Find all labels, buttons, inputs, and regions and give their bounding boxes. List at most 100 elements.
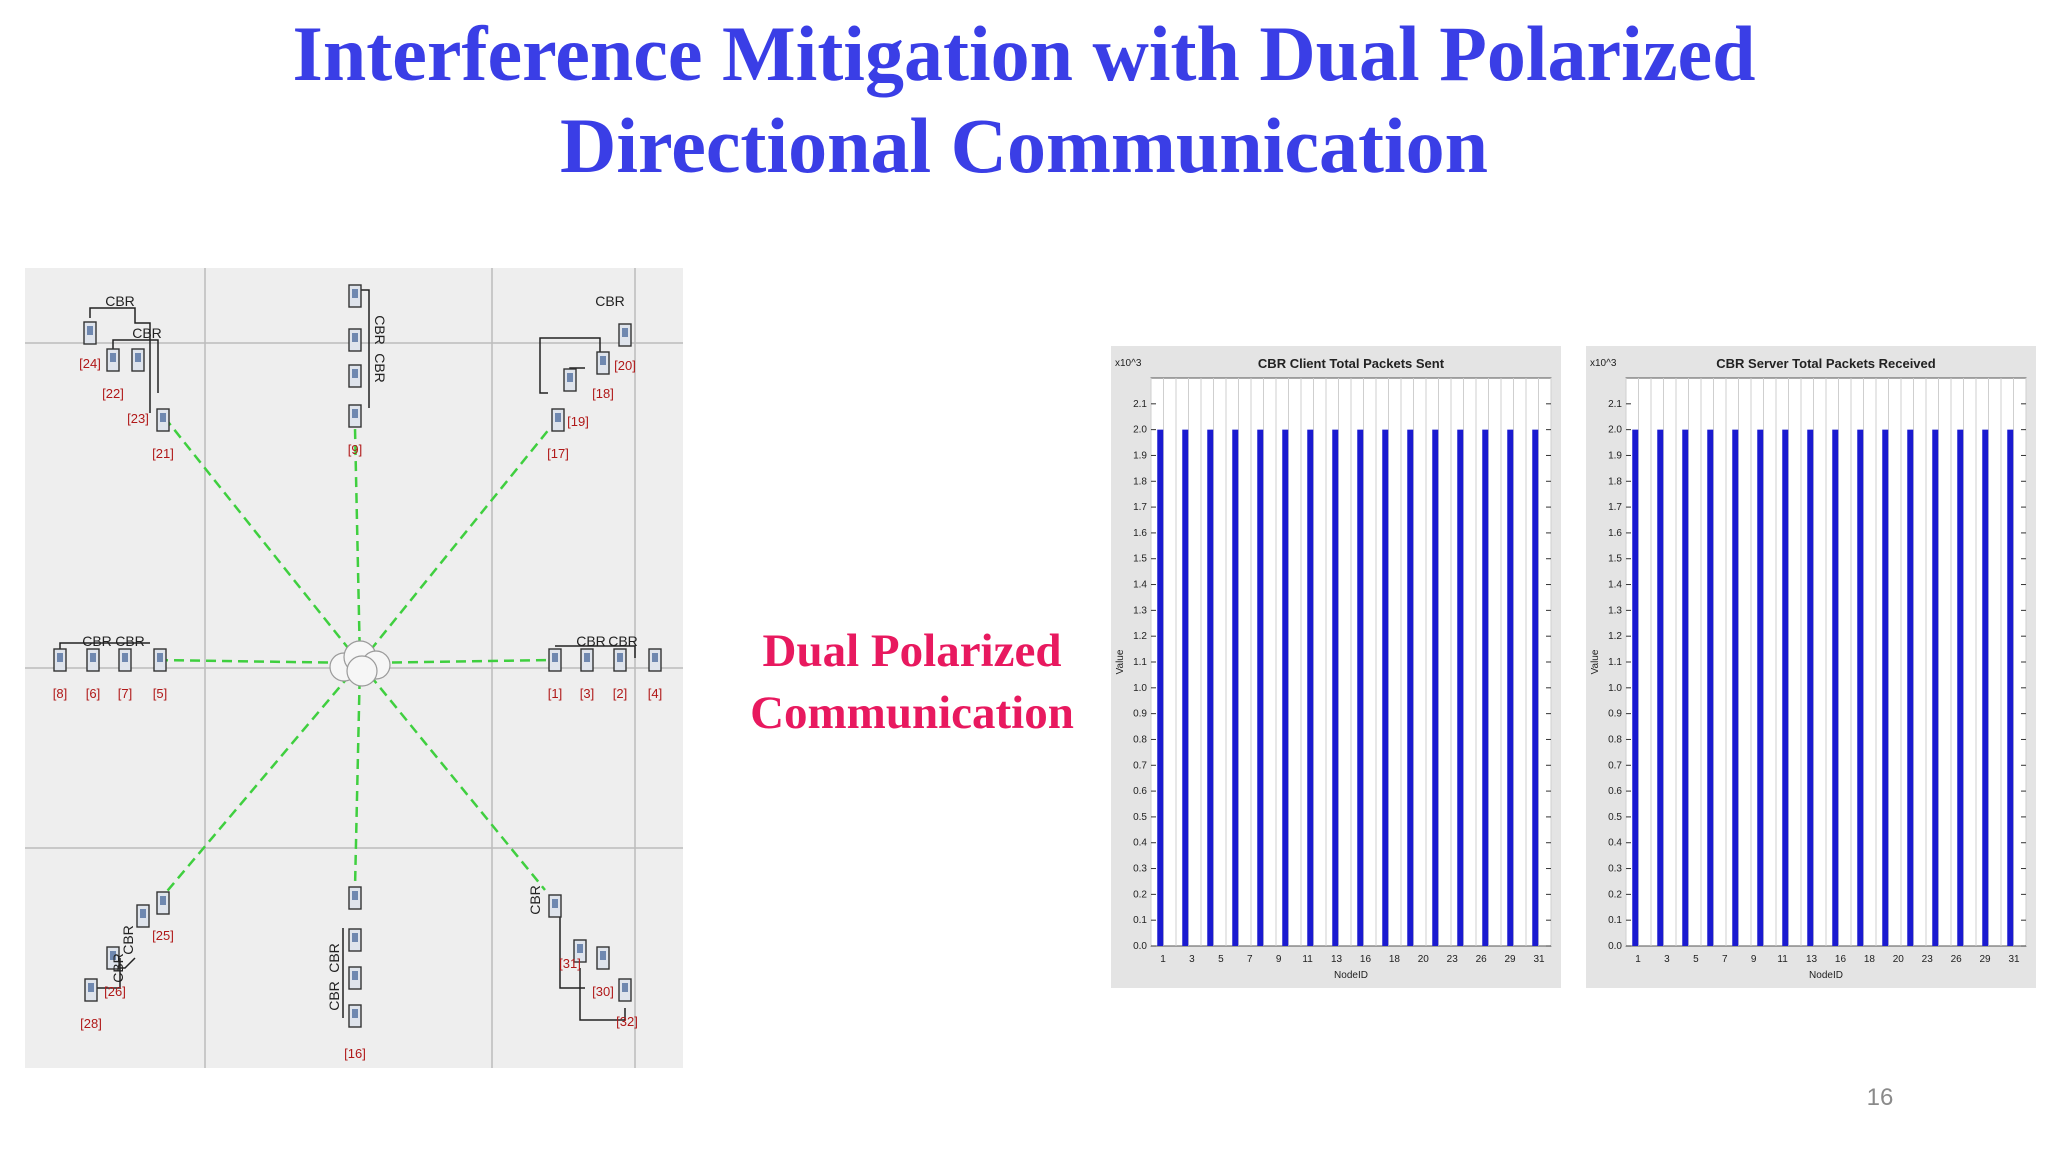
server-bar xyxy=(1807,429,1814,946)
node-label: [25] xyxy=(152,928,174,943)
cbr-connector xyxy=(559,908,585,989)
server-icon xyxy=(596,351,610,375)
server-icon xyxy=(106,348,120,372)
server-bar xyxy=(1757,429,1764,946)
server-icon xyxy=(131,348,145,372)
client-y-tick-label: 0.4 xyxy=(1133,838,1147,849)
node-label: [18] xyxy=(592,386,614,401)
cbr-label: CBR xyxy=(527,885,543,915)
client-x-tick-label: 3 xyxy=(1189,954,1195,965)
title-line-1: Interference Mitigation with Dual Polari… xyxy=(292,10,1756,97)
server-bar xyxy=(1707,429,1714,946)
server-bar xyxy=(1882,429,1889,946)
client-bar xyxy=(1232,429,1239,946)
cbr-label: CBR xyxy=(326,981,342,1011)
server-y-tick-label: 1.2 xyxy=(1608,631,1622,642)
server-icon xyxy=(573,939,587,963)
client-x-tick-label: 1 xyxy=(1160,954,1166,965)
server-icon xyxy=(580,648,594,672)
server-icon xyxy=(83,321,97,345)
server-y-tick-label: 1.8 xyxy=(1608,476,1622,487)
client-y-tick-label: 0.9 xyxy=(1133,709,1147,720)
client-x-tick-label: 23 xyxy=(1447,954,1459,965)
cbr-server-chart: 0.0 0.1 0.2 0.3 0.4 0.5 0.6 0.7 0.8 0.9 1.0 1.1 1.2 1… xyxy=(1586,346,2036,988)
server-icon xyxy=(348,928,362,952)
cloud-icon xyxy=(329,640,391,687)
server-icon xyxy=(548,894,562,918)
server-y-tick-label: 1.6 xyxy=(1608,528,1622,539)
client-y-tick-label: 1.6 xyxy=(1133,528,1147,539)
server-title: CBR Server Total Packets Received xyxy=(1716,356,1935,371)
server-x-tick-label: 9 xyxy=(1751,954,1757,965)
client-bar xyxy=(1257,429,1264,946)
cbr-connector xyxy=(89,307,151,413)
server-icon xyxy=(613,648,627,672)
client-bar xyxy=(1207,429,1214,946)
server-icon xyxy=(596,946,610,970)
title-line-2: Directional Communication xyxy=(559,102,1488,189)
client-y-tick-label: 2.0 xyxy=(1133,425,1147,436)
node-label: [9] xyxy=(348,442,362,457)
server-y-tick-label: 1.0 xyxy=(1608,683,1622,694)
link-line xyxy=(359,662,546,891)
client-y-tick-label: 1.8 xyxy=(1133,476,1147,487)
client-x-tick-label: 31 xyxy=(1533,954,1545,965)
node-label: [23] xyxy=(127,411,149,426)
node-label: [28] xyxy=(80,1016,102,1031)
link-line xyxy=(353,427,362,664)
link-line xyxy=(162,662,361,897)
server-bar xyxy=(1682,429,1689,946)
server-bar xyxy=(1657,429,1664,946)
server-icon xyxy=(563,368,577,392)
cbr-label: CBR xyxy=(82,633,112,649)
cbr-label: CBR xyxy=(326,943,342,973)
node-label: [17] xyxy=(547,446,569,461)
client-y-tick-label: 1.5 xyxy=(1133,554,1147,565)
server-y-tick-label: 2.1 xyxy=(1608,399,1622,410)
server-y-tick-label: 0.3 xyxy=(1608,864,1622,875)
server-icon xyxy=(156,891,170,915)
link-line xyxy=(359,658,556,665)
node-label: [5] xyxy=(153,686,167,701)
server-x-tick-label: 5 xyxy=(1693,954,1699,965)
client-bar xyxy=(1432,429,1439,946)
cbr-label: CBR xyxy=(372,315,388,345)
server-x-tick-label: 3 xyxy=(1664,954,1670,965)
client-x-tick-label: 5 xyxy=(1218,954,1224,965)
client-x-tick-label: 20 xyxy=(1418,954,1430,965)
client-y-tick-label: 1.3 xyxy=(1133,605,1147,616)
server-icon xyxy=(84,978,98,1002)
server-icon xyxy=(86,648,100,672)
server-x-tick-label: 7 xyxy=(1722,954,1728,965)
client-bar xyxy=(1182,429,1189,946)
server-y-tick-label: 0.1 xyxy=(1608,915,1622,926)
server-y-tick-label: 0.4 xyxy=(1608,838,1622,849)
server-x-tick-label: 20 xyxy=(1893,954,1905,965)
client-y-tick-label: 0.3 xyxy=(1133,864,1147,875)
server-icon xyxy=(551,408,565,432)
client-x-tick-label: 11 xyxy=(1302,954,1313,965)
client-x-tick-label: 29 xyxy=(1505,954,1517,965)
client-bar xyxy=(1507,429,1514,946)
server-y-exponent: x10^3 xyxy=(1590,358,1617,369)
cbr-label: CBR xyxy=(120,925,136,955)
server-bar xyxy=(1957,429,1964,946)
client-bar xyxy=(1532,429,1539,946)
cbr-connector xyxy=(555,645,636,658)
server-bar xyxy=(1732,429,1739,946)
server-x-tick-label: 1 xyxy=(1635,954,1641,965)
client-title: CBR Client Total Packets Sent xyxy=(1258,356,1445,371)
cbr-label: CBR xyxy=(595,293,625,309)
client-y-exponent: x10^3 xyxy=(1115,358,1142,369)
server-bar xyxy=(1932,429,1939,946)
cbr-connector xyxy=(579,968,626,1021)
client-y-tick-label: 1.4 xyxy=(1133,580,1147,591)
client-y-tick-label: 1.2 xyxy=(1133,631,1147,642)
server-icon xyxy=(348,886,362,910)
dual-polarized-label-line-2: Communication xyxy=(750,687,1074,739)
server-icon xyxy=(53,648,67,672)
client-bar xyxy=(1407,429,1414,946)
client-x-tick-label: 16 xyxy=(1360,954,1372,965)
server-y-tick-label: 0.0 xyxy=(1608,941,1622,952)
server-icon xyxy=(348,404,362,428)
